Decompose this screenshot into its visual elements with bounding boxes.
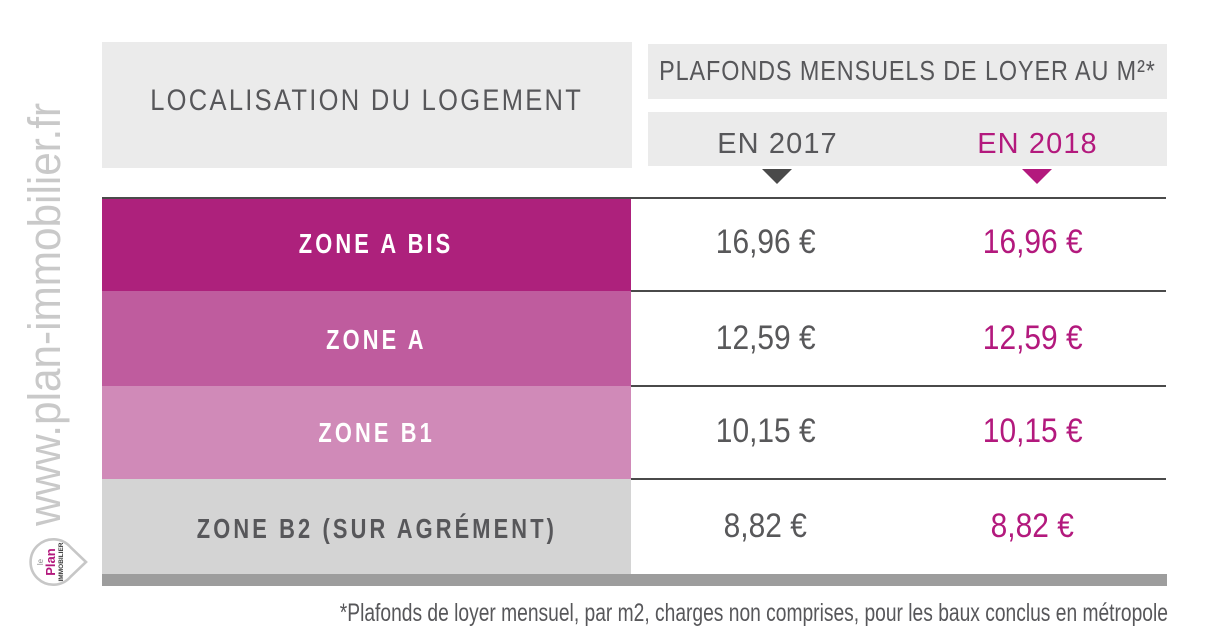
svg-text:le: le xyxy=(36,558,45,565)
svg-text:Plan: Plan xyxy=(43,548,58,576)
svg-text:IMMOBILIER: IMMOBILIER xyxy=(58,542,65,581)
